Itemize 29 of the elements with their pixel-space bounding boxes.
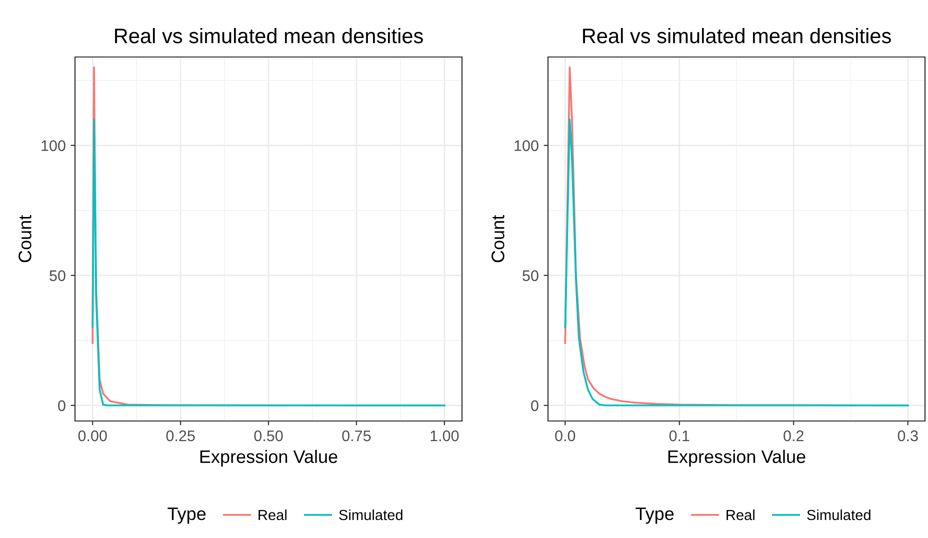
chart-title: Real vs simulated mean densities (583, 28, 891, 44)
y-axis-title: Count (18, 215, 32, 262)
line-series (564, 118, 909, 406)
line-series (92, 118, 446, 406)
x-tick-label: 0.3 (898, 430, 918, 442)
y-axis-title: Count (492, 215, 504, 262)
x-axis-title: Expression Value (200, 450, 338, 467)
legend-label: Real (258, 509, 286, 520)
legend-title: Type (168, 508, 206, 524)
x-axis-title: Expression Value (668, 450, 806, 467)
x-tick-label: 1.00 (430, 430, 459, 442)
x-tick-label: 0.25 (166, 430, 195, 442)
y-tick-label: 50 (522, 270, 538, 282)
x-tick-label: 0.2 (784, 430, 804, 442)
legend-label: Real (726, 509, 754, 520)
x-tick-label: 0.0 (555, 430, 576, 442)
y-tick-label: 50 (50, 270, 66, 282)
x-tick-label: 0.75 (342, 430, 371, 442)
legend-title: Type (636, 508, 674, 524)
chart-title: Real vs simulated mean densities (115, 28, 423, 44)
legend-label: Simulated (339, 509, 402, 520)
x-tick-label: 0.00 (78, 430, 107, 442)
y-tick-label: 100 (514, 140, 538, 152)
legend-label: Simulated (807, 509, 870, 520)
y-tick-label: 0 (531, 400, 538, 412)
y-tick-label: 0 (58, 400, 66, 412)
y-tick-label: 100 (42, 140, 66, 152)
x-tick-label: 0.50 (254, 430, 283, 442)
x-tick-label: 0.1 (669, 430, 690, 442)
